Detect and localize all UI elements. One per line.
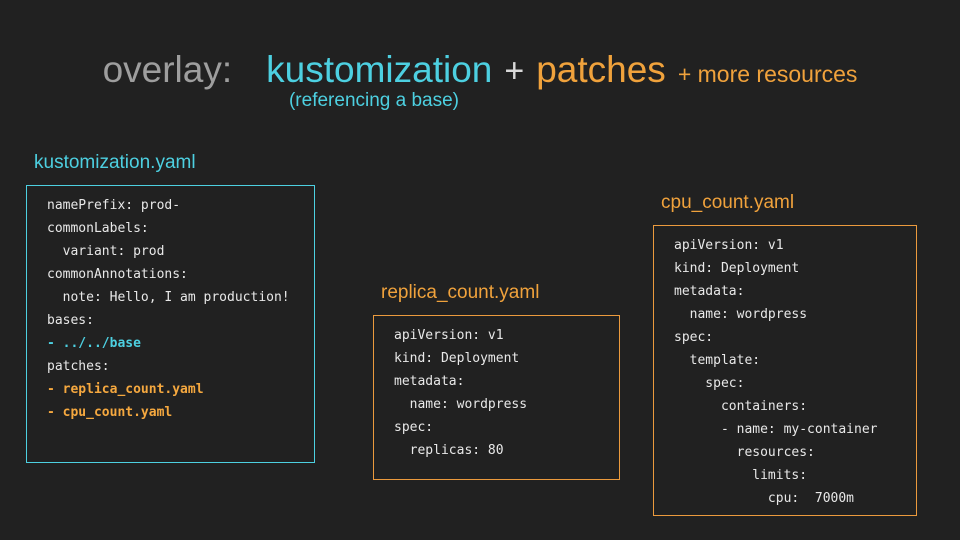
code-line: kind: Deployment [674,261,800,276]
panel-replica-count: replica_count.yaml apiVersion: v1 kind: … [373,282,620,480]
code-line-cpu-patch-ref: - cpu_count.yaml [47,405,173,420]
panel-kustomization-filename: kustomization.yaml [34,152,196,173]
panel-replica-count-code-box: apiVersion: v1 kind: Deployment metadata… [373,315,620,480]
title-plus-sign: + [504,52,525,90]
slide-title: overlay: kustomization + patches + more reso… [0,50,960,98]
code-line: bases: [47,313,94,328]
title-kustomization-label: kustomization [266,49,493,90]
panel-kustomization: kustomization.yaml namePrefix: prod- com… [26,152,315,463]
panel-replica-count-filename: replica_count.yaml [381,282,540,303]
code-line: resources: [674,445,815,460]
code-line: limits: [674,468,808,483]
code-line: apiVersion: v1 [674,238,784,253]
code-line: spec: [674,330,714,345]
code-line: patches: [47,359,110,374]
code-line: name: wordpress [674,307,808,322]
code-line: template: [674,353,761,368]
code-line: spec: [674,376,745,391]
code-line: replicas: 80 [394,443,504,458]
title-more-resources-label: + more resources [677,61,858,87]
code-line: cpu: 7000m [674,491,855,506]
code-line: note: Hello, I am production! [47,290,290,305]
code-line: kind: Deployment [394,351,520,366]
code-line: commonLabels: [47,221,149,236]
code-line-base-ref: - ../../base [47,336,141,351]
code-line: metadata: [394,374,465,389]
code-line-replica-patch-ref: - replica_count.yaml [47,382,204,397]
code-line: metadata: [674,284,745,299]
title-overlay-label: overlay: [102,49,233,90]
title-subtitle: (referencing a base) [288,90,460,111]
code-line: name: wordpress [394,397,528,412]
code-line: apiVersion: v1 [394,328,504,343]
panel-kustomization-code-box: namePrefix: prod- commonLabels: variant:… [26,185,315,463]
panel-cpu-count-code-box: apiVersion: v1 kind: Deployment metadata… [653,225,917,516]
code-line: spec: [394,420,434,435]
code-line: namePrefix: prod- [47,198,181,213]
title-patches-label: patches [536,49,666,90]
code-line: variant: prod [47,244,165,259]
panel-cpu-count-filename: cpu_count.yaml [661,192,795,213]
panel-cpu-count: cpu_count.yaml apiVersion: v1 kind: Depl… [653,192,917,516]
code-line: containers: [674,399,808,414]
code-line: - name: my-container [674,422,878,437]
code-line: commonAnnotations: [47,267,188,282]
